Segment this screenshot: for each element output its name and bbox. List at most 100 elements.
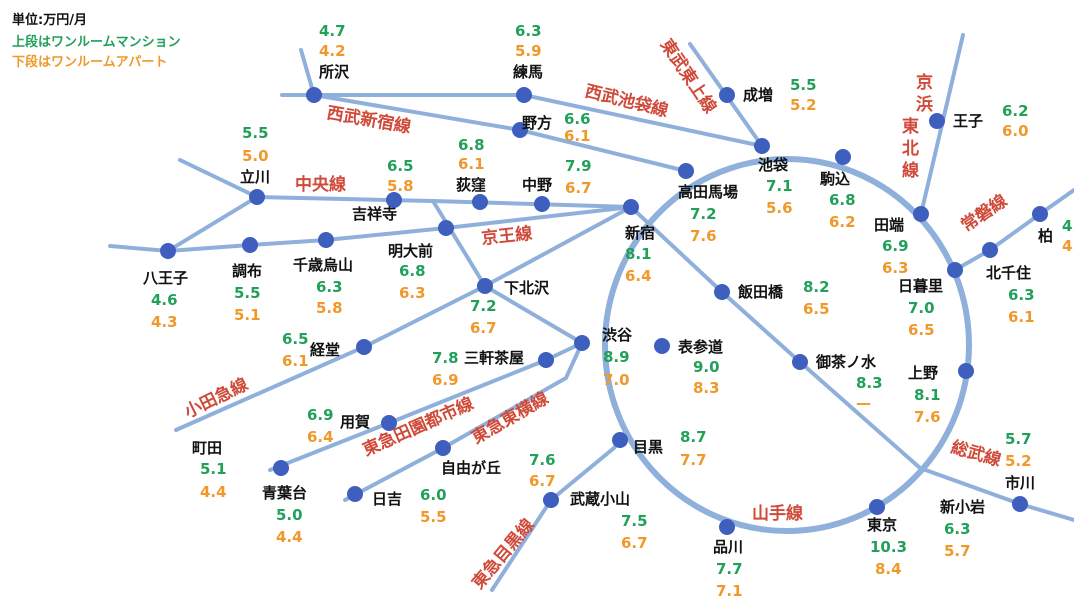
seibu-shinjuku-line — [299, 48, 688, 173]
rail-lines — [108, 33, 1074, 592]
station-name: 千歳烏山 — [293, 256, 353, 274]
station-dot-shimokitazawa[interactable] — [477, 278, 493, 294]
odakyu-line — [174, 205, 633, 432]
station-apart-value: 6.1 — [1008, 308, 1035, 326]
station-name: 目黒 — [633, 438, 663, 456]
station-mansion-value: 6.6 — [564, 110, 591, 128]
station-dot-musashikoyama[interactable] — [543, 492, 559, 508]
station-name: 品川 — [713, 538, 743, 556]
station-dot-oji[interactable] — [929, 113, 945, 129]
station-dot-meguro[interactable] — [612, 432, 628, 448]
station-name: 御茶ノ水 — [815, 353, 877, 371]
station-dot-hachioji[interactable] — [160, 243, 176, 259]
station-apart-value: 5.8 — [387, 177, 414, 195]
station-dot-shinjuku[interactable] — [623, 199, 639, 215]
station-dot-meidaimae[interactable] — [438, 220, 454, 236]
station-dot-narimasu[interactable] — [719, 87, 735, 103]
station-dot-tokyo[interactable] — [869, 499, 885, 515]
station-dot-komagome[interactable] — [835, 149, 851, 165]
station-mansion-value: 6.8 — [829, 191, 856, 209]
station-mansion-value: 7.8 — [432, 349, 459, 367]
station-name: 所沢 — [319, 63, 350, 81]
line-label-keihin-tohoku-3: 東 — [902, 116, 919, 137]
line-label-keihin-tohoku-4: 北 — [902, 139, 919, 159]
station-mansion-value: 4. — [1062, 217, 1074, 235]
station-name: 表参道 — [678, 338, 723, 356]
station-dot-omotesando[interactable] — [654, 338, 670, 354]
station-name: 高田馬場 — [678, 183, 738, 201]
station-mansion-value: 7.1 — [766, 177, 793, 195]
station-apart-value: 6.0 — [1002, 122, 1029, 140]
station-apart-value: 4. — [1062, 237, 1074, 255]
station-dot-ikebukuro[interactable] — [754, 138, 770, 154]
station-mansion-value: 7.5 — [621, 512, 648, 530]
station-dot-nakano[interactable] — [534, 196, 550, 212]
station-name: 用賀 — [340, 413, 370, 431]
station-name: 練馬 — [513, 63, 543, 81]
station-name: 市川 — [1005, 474, 1035, 492]
station-dot-hiyoshi[interactable] — [347, 486, 363, 502]
station-dot-chofu[interactable] — [242, 237, 258, 253]
station-name: 調布 — [232, 262, 262, 280]
station-dot-shinagawa[interactable] — [719, 519, 735, 535]
station-dot-ogikubo[interactable] — [472, 194, 488, 210]
toyoko-line — [343, 341, 584, 502]
station-apart-value: 5.8 — [316, 299, 343, 317]
station-dot-shibuya[interactable] — [574, 335, 590, 351]
station-dot-kitasenju[interactable] — [982, 242, 998, 258]
station-dot-tokorozawa[interactable] — [306, 87, 322, 103]
station-name: 東京 — [867, 516, 897, 534]
station-dot-aobadai[interactable] — [273, 460, 289, 476]
station-name: 渋谷 — [602, 326, 633, 344]
station-name: 吉祥寺 — [352, 205, 397, 223]
legend-unit: 単位:万円/月 — [12, 12, 87, 28]
station-dot-kyodo[interactable] — [356, 339, 372, 355]
line-label-keihin-tohoku-1: 京 — [916, 72, 933, 93]
legend-mansion: 上段はワンルームマンション — [12, 34, 181, 50]
station-dot-iidabashi[interactable] — [714, 284, 730, 300]
chuo-sobu-line — [629, 205, 1074, 522]
station-mansion-value: 7.2 — [470, 297, 497, 315]
station-mansion-value: 9.0 — [693, 358, 720, 376]
station-dot-sangenjaya[interactable] — [538, 352, 554, 368]
meguro-line — [490, 438, 622, 592]
station-dot-tabata[interactable] — [913, 206, 929, 222]
station-dot-ueno[interactable] — [958, 363, 974, 379]
station-dot-ochanomizu[interactable] — [792, 354, 808, 370]
station-dot-nogata[interactable] — [512, 122, 528, 138]
station-dot-jiyugaoka[interactable] — [435, 440, 451, 456]
station-mansion-value: 8.3 — [856, 374, 883, 392]
station-apart-value: 7.0 — [603, 371, 630, 389]
station-mansion-value: 7.2 — [690, 205, 717, 223]
station-mansion-value: 10.3 — [870, 538, 907, 556]
station-apart-value: 7.7 — [680, 451, 707, 469]
legend-apart: 下段はワンルームアパート — [12, 54, 167, 70]
station-dot-kashiwa[interactable] — [1032, 206, 1048, 222]
station-mansion-value: 6.5 — [387, 157, 414, 175]
station-mansion-value: 8.1 — [914, 386, 941, 404]
station-dot-takadanobaba[interactable] — [678, 163, 694, 179]
station-apart-value: 7.6 — [690, 227, 717, 245]
line-label-keihin-tohoku-5: 線 — [902, 160, 919, 181]
station-mansion-value: 6.5 — [282, 330, 309, 348]
station-dot-chitosekarasuyama[interactable] — [318, 232, 334, 248]
line-label-odakyu: 小田急線 — [181, 374, 251, 423]
station-dot-tachikawa[interactable] — [249, 189, 265, 205]
station-name: 飯田橋 — [737, 283, 784, 301]
station-apart-value: 6.3 — [882, 259, 909, 277]
station-apart-value: 6.1 — [564, 127, 591, 145]
line-label-chuo: 中央線 — [295, 174, 346, 195]
station-dot-nerima[interactable] — [516, 87, 532, 103]
station-mansion-value: 7.6 — [529, 451, 556, 469]
station-apart-value: 6.4 — [307, 428, 334, 446]
station-mansion-value: 4.6 — [151, 291, 178, 309]
station-name: 柏 — [1038, 227, 1053, 245]
station-apart-value: 5.2 — [790, 96, 817, 114]
station-dot-kichijoji[interactable] — [386, 192, 402, 208]
line-label-toyoko: 東急東横線 — [468, 388, 552, 449]
station-dot-yoga[interactable] — [381, 415, 397, 431]
station-dot-nippori[interactable] — [947, 262, 963, 278]
station-dot-ichikawa[interactable] — [1012, 496, 1028, 512]
station-name: 野方 — [522, 114, 552, 132]
